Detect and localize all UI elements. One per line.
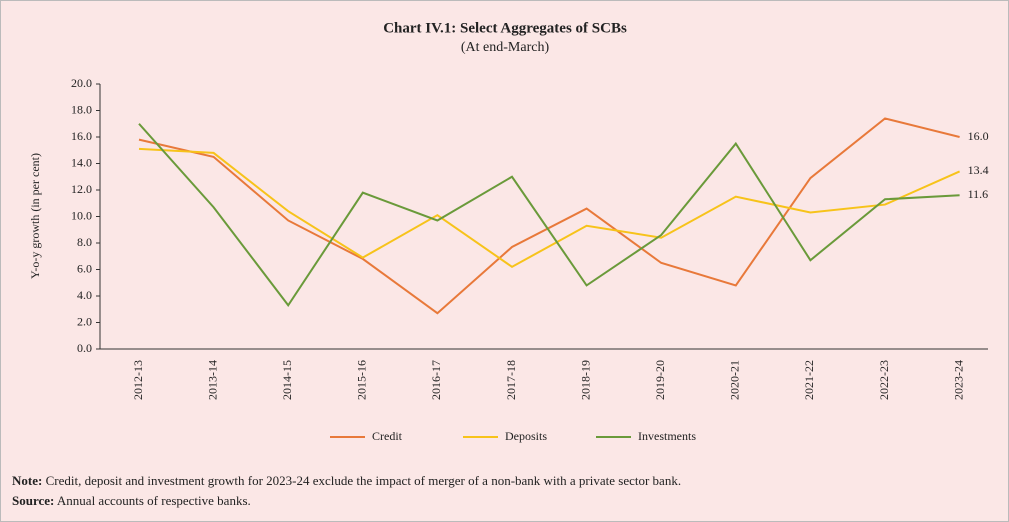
x-tick-label: 2018-19 (578, 360, 592, 400)
y-tick-label: 2.0 (77, 314, 92, 328)
y-tick-label: 6.0 (77, 261, 92, 275)
x-tick-label: 2020-21 (728, 360, 742, 400)
y-tick-label: 20.0 (71, 76, 92, 90)
chart-title: Chart IV.1: Select Aggregates of SCBs (383, 20, 627, 36)
x-tick-label: 2013-14 (205, 360, 219, 400)
x-tick-label: 2021-22 (802, 360, 816, 400)
x-tick-label: 2023-24 (951, 360, 965, 400)
y-tick-label: 16.0 (71, 129, 92, 143)
x-tick-label: 2016-17 (429, 360, 443, 400)
x-tick-label: 2012-13 (131, 360, 145, 400)
x-tick-label: 2014-15 (280, 360, 294, 400)
value-label: 13.4 (968, 163, 989, 177)
series-line (138, 147, 961, 269)
y-tick-label: 14.0 (71, 155, 92, 169)
y-tick-label: 0.0 (77, 341, 92, 355)
y-tick-label: 4.0 (77, 288, 92, 302)
legend-label: Deposits (505, 429, 547, 443)
note: Note: Credit, deposit and investment gro… (12, 473, 681, 488)
x-tick-label: 2022-23 (877, 360, 891, 400)
y-tick-label: 10.0 (71, 208, 92, 222)
y-tick-label: 12.0 (71, 182, 92, 196)
y-tick-label: 18.0 (71, 102, 92, 116)
chart-subtitle: (At end-March) (461, 40, 550, 55)
x-tick-label: 2017-18 (504, 360, 518, 400)
note-text: Annual accounts of respective banks. (54, 493, 250, 508)
x-tick-label: 2019-20 (653, 360, 667, 400)
note-text: Credit, deposit and investment growth fo… (42, 473, 681, 488)
note-label: Source: (12, 493, 54, 508)
series-line (138, 123, 960, 308)
note: Source: Annual accounts of respective ba… (12, 493, 251, 508)
series-line (138, 117, 960, 315)
y-tick-label: 8.0 (77, 235, 92, 249)
x-tick-label: 2015-16 (355, 360, 369, 400)
note-label: Note: (12, 473, 42, 488)
legend-label: Investments (638, 429, 696, 443)
y-axis-label: Y-o-y growth (in per cent) (28, 153, 42, 279)
value-label: 16.0 (968, 129, 989, 143)
value-label: 11.6 (968, 187, 989, 201)
legend-label: Credit (372, 429, 403, 443)
